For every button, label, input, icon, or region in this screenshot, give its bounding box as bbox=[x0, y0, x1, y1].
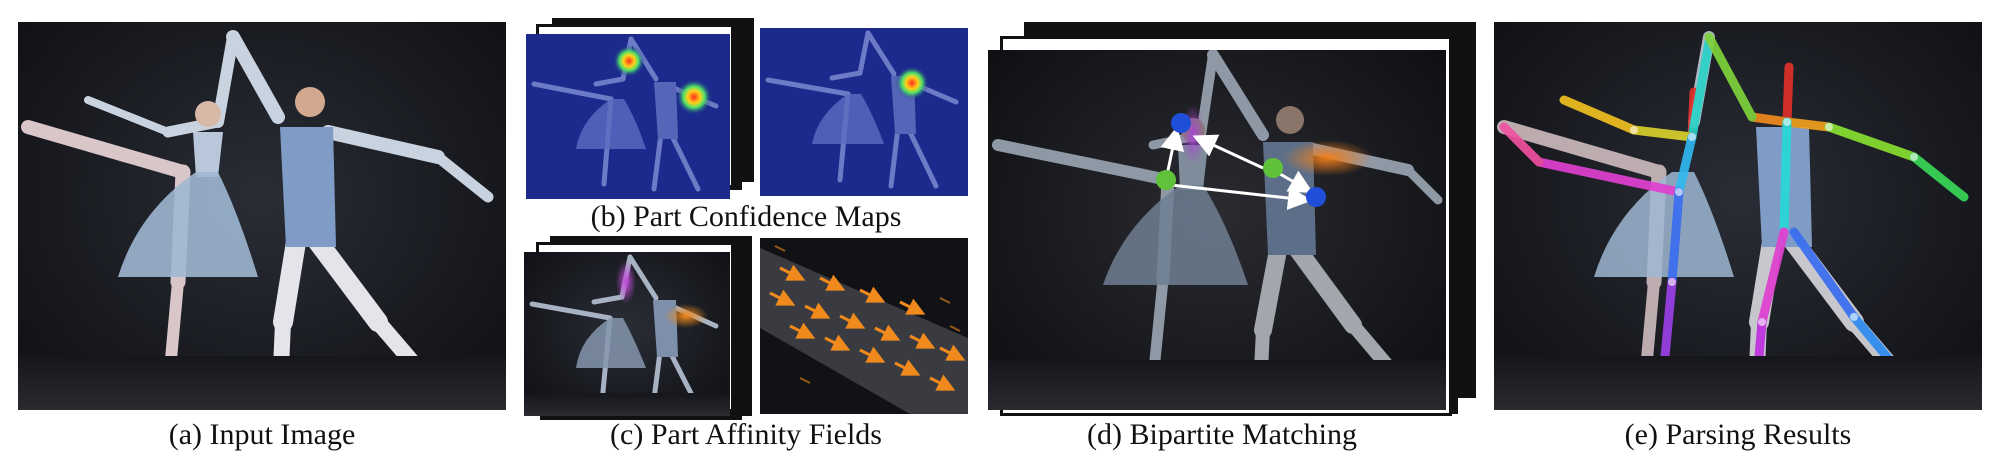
parsing-results-image bbox=[1494, 22, 1982, 410]
caption-confidence-maps: (b) Part Confidence Maps bbox=[590, 200, 902, 233]
caption-affinity-fields: (c) Part Affinity Fields bbox=[610, 418, 882, 451]
matching-node-green bbox=[1263, 158, 1283, 178]
heatmap-peak bbox=[895, 66, 929, 100]
caption-parsing-results: (e) Parsing Results bbox=[1624, 418, 1852, 451]
matching-node-green bbox=[1156, 170, 1176, 190]
dancers-figure bbox=[21, 30, 494, 400]
input-image bbox=[18, 22, 506, 410]
caption-bipartite-matching: (d) Bipartite Matching bbox=[1087, 418, 1357, 451]
affinity-field-zoom bbox=[760, 238, 968, 414]
confidence-map-stack bbox=[526, 34, 730, 199]
affinity-field-stack bbox=[524, 252, 730, 416]
caption-input-image: (a) Input Image bbox=[168, 418, 356, 451]
affinity-vectors bbox=[769, 264, 966, 391]
matching-node-blue bbox=[1171, 113, 1191, 133]
heatmap-peak bbox=[676, 79, 712, 115]
skeleton-overlay bbox=[1499, 32, 1969, 397]
confidence-map-single bbox=[760, 28, 968, 196]
matching-node-blue bbox=[1306, 187, 1326, 207]
heatmap-peak bbox=[613, 45, 645, 77]
bipartite-matching-image bbox=[988, 50, 1446, 410]
